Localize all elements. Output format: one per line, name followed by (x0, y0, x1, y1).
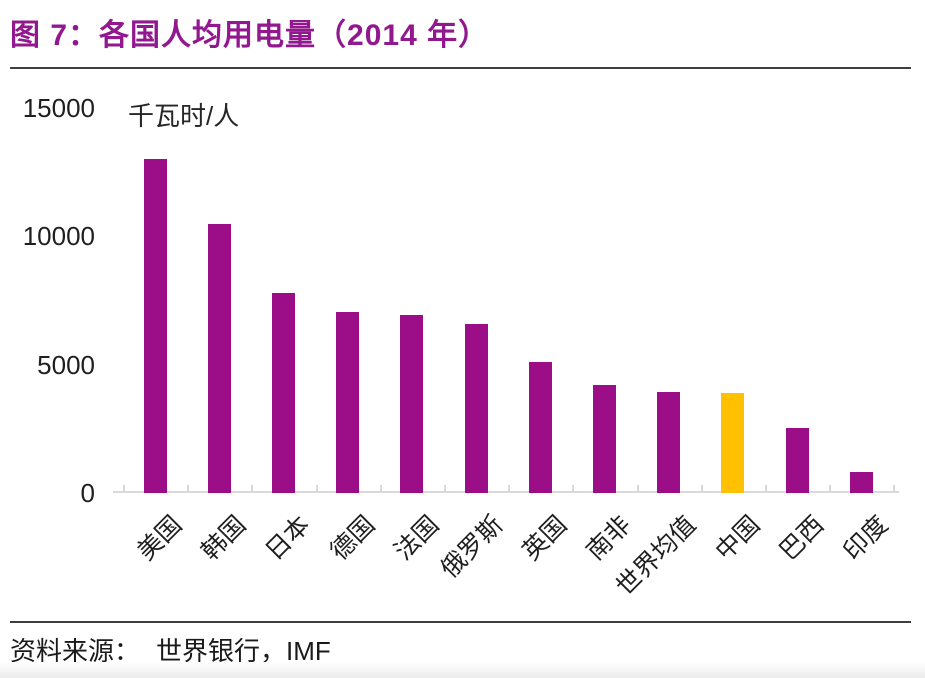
y-tick-label: 0 (80, 478, 95, 508)
x-axis-tick (379, 485, 382, 493)
bar-series (849, 472, 873, 493)
source-value: 世界银行，IMF (156, 636, 331, 666)
x-category-label-text: 美国 (132, 510, 188, 566)
bar-series (592, 385, 616, 493)
y-tick-label: 5000 (37, 349, 95, 380)
figure-title: 图 7：各国人均用电量（2014 年） (10, 19, 490, 52)
bar-series (785, 427, 809, 493)
bar-series (464, 323, 488, 493)
x-axis-tick (251, 485, 254, 493)
x-axis-tick (829, 485, 832, 493)
y-axis-unit-label: 千瓦时/人 (128, 101, 240, 131)
bar-series (657, 391, 681, 493)
bar-series (400, 314, 424, 493)
x-category-label-text: 德国 (324, 510, 380, 566)
bar-series (336, 312, 360, 493)
page-edge (0, 662, 925, 678)
bar-series (207, 223, 231, 493)
x-category-label-text: 南非 (581, 510, 637, 566)
x-axis-tick (508, 485, 511, 493)
x-axis-tick (122, 485, 125, 493)
x-axis-tick (187, 485, 190, 493)
x-axis-line (113, 491, 899, 493)
x-category-label-text: 俄罗斯 (435, 510, 509, 584)
x-axis-tick (700, 485, 703, 493)
x-axis-tick (443, 485, 446, 493)
bar-series (271, 292, 295, 493)
title-divider (10, 67, 911, 69)
footer-divider (10, 621, 911, 623)
x-category-label-text: 英国 (517, 510, 573, 566)
source-label: 资料来源： (10, 636, 141, 666)
y-tick-label: 10000 (22, 221, 95, 252)
x-category-label-text: 印度 (838, 510, 894, 566)
x-axis-tick (893, 485, 896, 493)
x-category-label-text: 巴西 (774, 510, 830, 566)
x-axis-tick (572, 485, 575, 493)
x-category-label-text: 法国 (389, 510, 445, 566)
x-category-label-text: 韩国 (196, 510, 252, 566)
x-axis-tick (764, 485, 767, 493)
x-category-label-text: 日本 (260, 510, 316, 566)
x-axis-tick (315, 485, 318, 493)
bar-series (528, 362, 552, 493)
source-note: 资料来源： 世界银行，IMF (10, 631, 331, 668)
x-category-label-text: 中国 (710, 510, 766, 566)
x-axis-tick (636, 485, 639, 493)
bar-series (143, 159, 167, 493)
y-tick-label: 15000 (22, 93, 95, 123)
bar-highlight (721, 392, 745, 493)
